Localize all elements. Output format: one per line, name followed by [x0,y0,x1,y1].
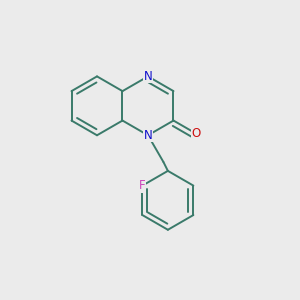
Text: N: N [144,129,152,142]
Text: O: O [191,127,201,140]
Text: F: F [139,179,146,192]
Text: N: N [144,70,152,83]
